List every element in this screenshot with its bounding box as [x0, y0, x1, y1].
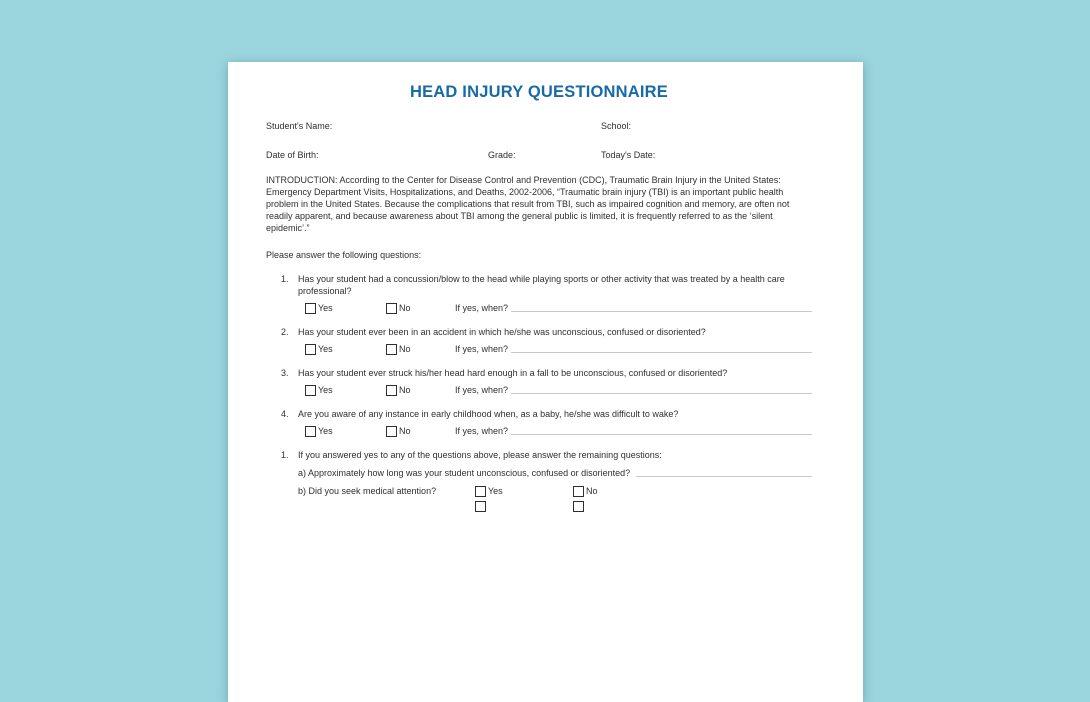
followup-item-b-text: b) Did you seek medical attention?	[298, 486, 437, 496]
followup-c-no-checkbox[interactable]	[573, 501, 584, 512]
question-3: 3. Has your student ever struck his/her …	[266, 367, 812, 396]
followup-number: 1.	[281, 450, 289, 460]
question-4-when-fill-line[interactable]	[511, 434, 812, 435]
followup-item-a-text: a) Approximately how long was your stude…	[298, 468, 631, 478]
followup-item-a-fill-line[interactable]	[636, 476, 812, 477]
yes-label: Yes	[318, 303, 333, 313]
question-2-yes-checkbox[interactable]	[305, 343, 316, 355]
yes-label: Yes	[318, 385, 333, 395]
question-4-no-checkbox[interactable]	[386, 425, 397, 437]
header-fields-row-2: Date of Birth: Grade: Today's Date:	[266, 150, 812, 160]
followup-text: If you answered yes to any of the questi…	[298, 450, 662, 460]
question-1-yes-checkbox[interactable]	[305, 302, 316, 314]
followup-b-yes-checkbox[interactable]	[475, 485, 486, 497]
question-2-number: 2.	[281, 327, 289, 337]
no-label: No	[586, 486, 598, 496]
no-label: No	[399, 426, 411, 436]
question-3-text: Has your student ever struck his/her hea…	[298, 368, 728, 378]
question-4-text: Are you aware of any instance in early c…	[298, 409, 679, 419]
question-3-yes-checkbox[interactable]	[305, 384, 316, 396]
if-yes-when-label: If yes, when?	[455, 385, 509, 395]
date-of-birth-label: Date of Birth:	[266, 150, 319, 160]
yes-label: Yes	[488, 486, 503, 496]
question-2-text: Has your student ever been in an acciden…	[298, 327, 706, 337]
question-2-no-checkbox[interactable]	[386, 343, 397, 355]
question-1-no-checkbox[interactable]	[386, 302, 397, 314]
question-2-when-fill-line[interactable]	[511, 352, 812, 353]
question-3-no-checkbox[interactable]	[386, 384, 397, 396]
questionnaire-document: HEAD INJURY QUESTIONNAIRE Student's Name…	[228, 62, 863, 702]
question-1-number: 1.	[281, 274, 289, 284]
questions-prompt: Please answer the following questions:	[266, 250, 422, 260]
school-label: School:	[601, 121, 632, 131]
followup-section: 1. If you answered yes to any of the que…	[266, 449, 812, 512]
yes-label: Yes	[318, 426, 333, 436]
no-label: No	[399, 344, 411, 354]
question-2: 2. Has your student ever been in an acci…	[266, 326, 812, 355]
if-yes-when-label: If yes, when?	[455, 344, 509, 354]
grade-label: Grade:	[488, 150, 516, 160]
no-label: No	[399, 303, 411, 313]
question-4: 4. Are you aware of any instance in earl…	[266, 408, 812, 437]
introduction-paragraph: INTRODUCTION: According to the Center fo…	[266, 175, 790, 233]
no-label: No	[399, 385, 411, 395]
followup-c-yes-checkbox[interactable]	[475, 501, 486, 512]
question-3-when-fill-line[interactable]	[511, 393, 812, 394]
question-3-number: 3.	[281, 368, 289, 378]
header-fields-row-1: Student's Name: School:	[266, 121, 812, 131]
todays-date-label: Today's Date:	[601, 150, 656, 160]
followup-b-no-checkbox[interactable]	[573, 485, 584, 497]
yes-label: Yes	[318, 344, 333, 354]
if-yes-when-label: If yes, when?	[455, 303, 509, 313]
page-title: HEAD INJURY QUESTIONNAIRE	[409, 83, 669, 101]
question-4-yes-checkbox[interactable]	[305, 425, 316, 437]
question-1: 1. Has your student had a concussion/blo…	[266, 273, 812, 314]
question-1-when-fill-line[interactable]	[511, 311, 812, 312]
if-yes-when-label: If yes, when?	[455, 426, 509, 436]
desktop-background: { "document": { "title": "HEAD INJURY QU…	[228, 62, 863, 702]
student-name-label: Student's Name:	[266, 121, 333, 131]
question-1-text: Has your student had a concussion/blow t…	[298, 274, 785, 296]
question-4-number: 4.	[281, 409, 289, 419]
followup-item-c-row	[475, 501, 812, 512]
